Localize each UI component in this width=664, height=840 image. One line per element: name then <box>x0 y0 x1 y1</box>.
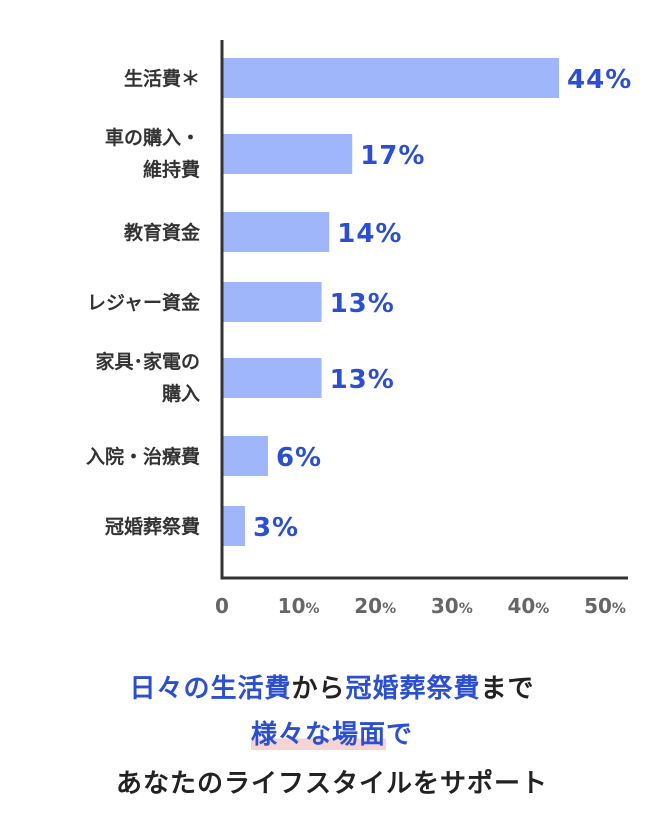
bar-chart: 44% 生活費＊ 17% 車の購入・維持費 14% 教育資金 13% レジャー資金 13% 家具･… <box>86 40 632 618</box>
bar <box>222 506 245 546</box>
x-tick-label: 20% <box>354 594 396 618</box>
category-label: 冠婚葬祭費 <box>105 515 200 538</box>
value-label: 13% <box>330 289 395 319</box>
bar <box>222 212 330 252</box>
category-label: 購入 <box>162 382 200 405</box>
category-label: 生活費＊ <box>124 67 200 90</box>
category-label: 入院・治療費 <box>86 445 200 468</box>
x-tick-label: 10% <box>278 594 320 618</box>
caption-living-costs: 日々の生活費 <box>129 674 292 704</box>
bar <box>222 436 268 476</box>
value-label: 3% <box>253 513 299 543</box>
bar <box>222 358 322 398</box>
x-tick-label: 0 <box>215 594 229 618</box>
value-label: 6% <box>276 443 322 473</box>
caption-line-2: 様々な場面で <box>0 714 664 751</box>
value-label: 13% <box>330 365 395 395</box>
caption-ceremony-costs: 冠婚葬祭費 <box>345 674 481 704</box>
bar <box>222 58 560 98</box>
caption-from: から <box>291 674 346 704</box>
category-label: 車の購入・ <box>105 126 200 149</box>
caption-de: で <box>386 720 414 750</box>
bar <box>222 134 353 174</box>
caption-line-3: あなたのライフスタイルをサポート <box>115 769 548 799</box>
value-label: 14% <box>337 219 402 249</box>
category-label: 維持費 <box>143 158 200 181</box>
category-label: レジャー資金 <box>87 291 201 314</box>
category-label: 家具･家電の <box>95 350 200 373</box>
value-label: 44% <box>567 65 632 95</box>
x-tick-label: 50% <box>584 594 626 618</box>
category-label: 教育資金 <box>124 221 201 244</box>
caption-line-1: 日々の生活費から冠婚葬祭費まで <box>0 668 664 705</box>
bar <box>222 282 322 322</box>
x-tick-label: 40% <box>507 594 549 618</box>
value-label: 17% <box>360 141 425 171</box>
caption-various-scenes: 様々な場面 <box>250 720 386 750</box>
x-tick-label: 30% <box>431 594 473 618</box>
caption-until: まで <box>480 674 535 704</box>
